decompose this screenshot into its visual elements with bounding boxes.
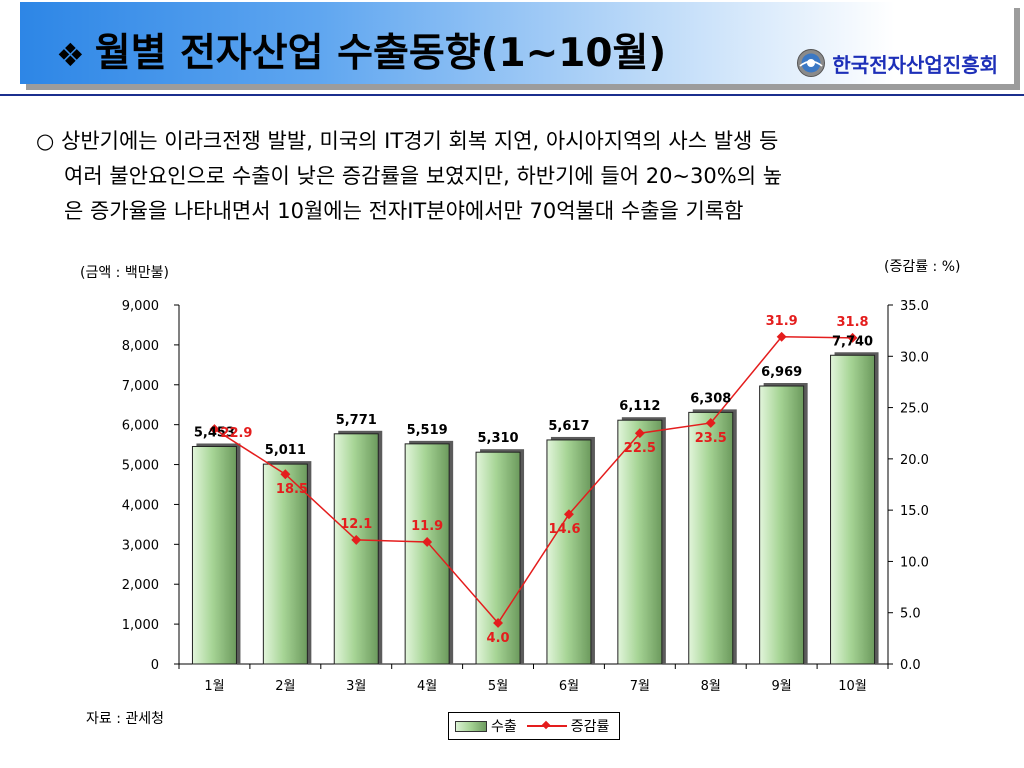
x-tick-label: 6월 xyxy=(559,679,579,694)
left-tick-label: 9,000 xyxy=(122,299,159,314)
bar-value-label: 5,771 xyxy=(336,413,377,428)
growth-rate-point xyxy=(847,332,858,343)
summary-line-2: 여러 불안요인으로 수출이 낮은 증감률을 보였지만, 하반기에 들어 20~3… xyxy=(64,164,783,188)
bar-value-label: 6,969 xyxy=(761,365,802,380)
x-tick-label: 4월 xyxy=(417,679,437,694)
export-bar xyxy=(262,463,308,665)
export-bar xyxy=(759,385,805,665)
diamond-bullet-icon: ❖ xyxy=(56,36,85,74)
growth-rate-line xyxy=(214,336,853,625)
source-note: 자료 : 관세청 xyxy=(86,711,165,727)
growth-value-label: 31.9 xyxy=(766,314,798,329)
bar-value-label: 5,453 xyxy=(194,425,235,440)
export-bar xyxy=(404,443,450,665)
left-axis-unit: (금액 : 백만불) xyxy=(80,265,169,281)
bar-value-label: 6,112 xyxy=(619,399,660,414)
summary-line-1: ○ 상반기에는 이라크전쟁 발발, 미국의 IT경기 회복 지연, 아시아지역의… xyxy=(36,129,779,153)
org-badge: 한국전자산업진흥회 xyxy=(796,48,998,78)
bar-value-label: 5,310 xyxy=(477,431,518,446)
left-tick-label: 1,000 xyxy=(122,618,159,633)
export-bar xyxy=(830,354,876,665)
export-bar xyxy=(475,451,521,665)
growth-rate-point xyxy=(564,509,574,520)
summary-line-3: 은 증가율을 나타내면서 10월에는 전자IT분야에서만 70억불대 수출을 기… xyxy=(64,199,744,223)
left-tick-label: 5,000 xyxy=(122,459,159,474)
export-bar xyxy=(333,433,379,665)
x-tick-label: 1월 xyxy=(204,679,224,694)
growth-rate-point xyxy=(634,428,645,439)
right-axis-unit: (증감률 : %) xyxy=(884,259,961,275)
growth-rate-point xyxy=(280,469,291,480)
title-label: 월별 전자산업 수출동향(1~10월) xyxy=(94,31,667,76)
bar-value-label: 5,519 xyxy=(407,423,448,438)
right-tick-label: 25.0 xyxy=(900,402,929,417)
growth-value-label: 23.5 xyxy=(695,431,727,446)
summary-text: ○ 상반기에는 이라크전쟁 발발, 미국의 IT경기 회복 지연, 아시아지역의… xyxy=(36,124,996,229)
bar-value-label: 5,617 xyxy=(548,419,589,434)
growth-value-label: 12.1 xyxy=(340,517,372,532)
legend-bar-label: 수출 xyxy=(491,719,517,735)
right-tick-label: 35.0 xyxy=(900,299,929,314)
right-tick-label: 5.0 xyxy=(900,607,921,622)
growth-value-label: 22.9 xyxy=(220,426,252,441)
legend-bar-swatch xyxy=(455,720,487,732)
growth-value-label: 14.6 xyxy=(549,522,581,537)
left-tick-label: 3,000 xyxy=(122,538,159,553)
export-bar xyxy=(546,439,592,665)
left-tick-label: 6,000 xyxy=(122,419,159,434)
growth-value-label: 22.5 xyxy=(624,441,656,456)
bar-value-label: 7,740 xyxy=(832,334,873,349)
left-tick-label: 2,000 xyxy=(122,578,159,593)
header-divider xyxy=(0,94,1024,96)
x-tick-label: 2월 xyxy=(275,679,295,694)
growth-rate-point xyxy=(776,331,787,342)
growth-rate-point xyxy=(422,536,433,547)
export-bar xyxy=(688,411,734,665)
left-tick-label: 0 xyxy=(151,658,159,673)
right-tick-label: 10.0 xyxy=(900,555,929,570)
left-tick-label: 4,000 xyxy=(122,498,159,513)
bar-value-label: 6,308 xyxy=(690,391,731,406)
export-bar xyxy=(617,419,663,665)
growth-value-label: 4.0 xyxy=(487,631,510,646)
right-tick-label: 20.0 xyxy=(900,453,929,468)
bar-value-label: 5,011 xyxy=(265,443,306,458)
x-tick-label: 3월 xyxy=(346,679,366,694)
x-tick-label: 8월 xyxy=(701,679,721,694)
x-tick-label: 7월 xyxy=(630,679,650,694)
growth-rate-point xyxy=(493,618,503,628)
page-title: ❖ 월별 전자산업 수출동향(1~10월) xyxy=(56,22,666,78)
x-tick-label: 5월 xyxy=(488,679,508,694)
growth-rate-point xyxy=(209,424,220,435)
right-tick-label: 15.0 xyxy=(900,504,929,519)
legend-line-swatch xyxy=(526,725,567,727)
right-tick-label: 0.0 xyxy=(900,658,921,673)
legend-line-label: 증감률 xyxy=(570,719,610,735)
growth-value-label: 18.5 xyxy=(276,482,308,497)
x-tick-label: 10월 xyxy=(838,679,867,694)
org-name: 한국전자산업진흥회 xyxy=(832,52,998,77)
org-logo-icon xyxy=(797,49,826,77)
x-tick-label: 9월 xyxy=(772,679,792,694)
growth-rate-point xyxy=(705,418,716,428)
growth-value-label: 11.9 xyxy=(411,519,443,534)
growth-rate-point xyxy=(351,534,362,545)
growth-value-label: 31.8 xyxy=(837,315,869,330)
left-tick-label: 7,000 xyxy=(122,379,159,394)
title-banner: ❖ 월별 전자산업 수출동향(1~10월) xyxy=(20,2,1014,84)
chart-legend: 수출 증감률 xyxy=(448,712,620,740)
export-bar xyxy=(191,445,237,665)
left-tick-label: 8,000 xyxy=(122,339,159,354)
right-tick-label: 30.0 xyxy=(900,350,929,365)
